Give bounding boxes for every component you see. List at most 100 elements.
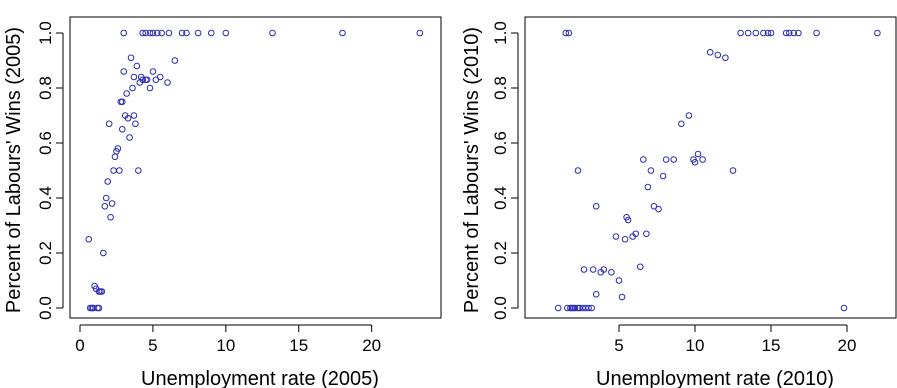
scatter-point — [813, 29, 820, 37]
y-tick-label: 0.6 — [36, 131, 55, 155]
scatter-point — [139, 29, 147, 37]
scatter-point — [729, 167, 737, 174]
scatter-point — [269, 29, 276, 37]
scatter-panel-2005: 0 5 10 15 20 0.0 0.2 0.4 0.6 0.8 1.0 Unemployment r… — [3, 16, 442, 388]
x-tick-label: 0 — [75, 336, 84, 355]
y-tick-label: 0.0 — [491, 296, 510, 320]
scatter-point — [644, 183, 652, 191]
x-tick-label: 10 — [686, 336, 705, 355]
scatter-point — [130, 73, 138, 81]
scatter-point — [164, 79, 171, 86]
scatter-point — [100, 249, 107, 257]
scatter-point — [580, 266, 588, 273]
scatter-point — [339, 29, 346, 37]
scatter-point — [655, 205, 662, 213]
y-tick-label: 0.0 — [36, 296, 55, 320]
scatter-point — [574, 167, 582, 174]
scatter-point — [767, 29, 775, 37]
scatter-point — [608, 268, 615, 276]
scatter-point — [612, 233, 620, 240]
x-axis-title: Unemployment rate (2010) — [596, 368, 834, 388]
scatter-point — [165, 29, 173, 37]
scatter-point — [118, 125, 126, 133]
scatter-point — [178, 29, 186, 37]
y-tick-label: 0.6 — [491, 131, 510, 155]
scatter-point — [149, 29, 157, 37]
scatter-point — [752, 29, 760, 37]
y-axis-title: Percent of Labours' Wins (2010) — [461, 27, 483, 313]
scatter-point — [89, 304, 97, 312]
scatter-point — [737, 29, 744, 37]
scatter-point — [129, 84, 136, 92]
scatter-point — [146, 84, 154, 92]
scatter-point — [142, 29, 149, 37]
plot-frame — [524, 16, 897, 319]
scatter-point — [782, 29, 790, 37]
scatter-point — [585, 304, 592, 312]
scatter-point — [795, 29, 802, 37]
y-tick-label: 1.0 — [491, 21, 510, 45]
scatter-point — [600, 266, 608, 273]
y-tick-label: 0.4 — [491, 186, 510, 210]
scatter-point — [790, 29, 798, 37]
scatter-point — [98, 288, 106, 295]
scatter-point — [135, 167, 142, 174]
scatter-point — [640, 156, 647, 163]
scatter-point — [571, 304, 579, 312]
scatter-point — [207, 29, 215, 37]
scatter-point — [118, 98, 126, 106]
scatter-point — [764, 29, 772, 37]
scatter-point — [647, 167, 655, 174]
scatter-point — [149, 68, 157, 75]
scatter-point — [143, 76, 151, 84]
scatter-point — [105, 120, 113, 128]
scatter-point — [554, 304, 562, 312]
scatter-point — [699, 156, 706, 163]
scatter-point — [694, 150, 702, 158]
scatter-point — [643, 230, 650, 238]
scatter-point — [621, 235, 629, 243]
scatter-point — [171, 57, 179, 64]
scatter-point — [722, 54, 729, 62]
x-tick-label: 5 — [148, 336, 157, 355]
y-tick-label: 0.8 — [491, 76, 510, 100]
scatter-point — [691, 158, 699, 166]
scatter-point — [132, 120, 139, 128]
scatter-point — [116, 167, 123, 174]
scatter-point — [102, 194, 110, 202]
scatter-point — [706, 48, 714, 56]
scatter-point — [562, 29, 570, 37]
y-tick-label: 0.4 — [36, 186, 55, 210]
scatter-point — [110, 167, 117, 174]
scatter-point — [662, 156, 670, 163]
y-tick-label: 0.2 — [491, 241, 510, 265]
scatter-point — [120, 29, 128, 37]
y-axis-title: Percent of Labours' Wins (2005) — [3, 27, 25, 313]
x-tick-label: 20 — [362, 336, 381, 355]
scatter-point — [114, 145, 122, 152]
scatter-point — [153, 29, 161, 37]
x-tick-label: 15 — [762, 336, 781, 355]
scatter-point — [760, 29, 767, 37]
scatter-point — [678, 120, 685, 128]
scatter-point — [133, 62, 141, 70]
scatter-point — [840, 304, 848, 312]
scatter-point — [126, 134, 133, 141]
x-tick-label: 10 — [216, 336, 235, 355]
y-tick-label: 0.8 — [36, 76, 55, 100]
scatter-point — [623, 213, 630, 221]
scatter-point — [416, 29, 424, 37]
x-tick-label: 5 — [614, 336, 623, 355]
x-axis-title: Unemployment rate (2005) — [141, 368, 379, 388]
scatter-point — [85, 235, 93, 243]
scatter-point — [111, 153, 119, 161]
scatter-point — [183, 29, 190, 37]
scatter-point — [107, 213, 114, 221]
scatter-point — [592, 290, 600, 298]
scatter-point — [618, 293, 626, 301]
scatter-point — [130, 112, 138, 119]
scatter-point — [565, 29, 573, 37]
scatter-point — [104, 178, 112, 185]
scatter-point — [785, 29, 793, 37]
